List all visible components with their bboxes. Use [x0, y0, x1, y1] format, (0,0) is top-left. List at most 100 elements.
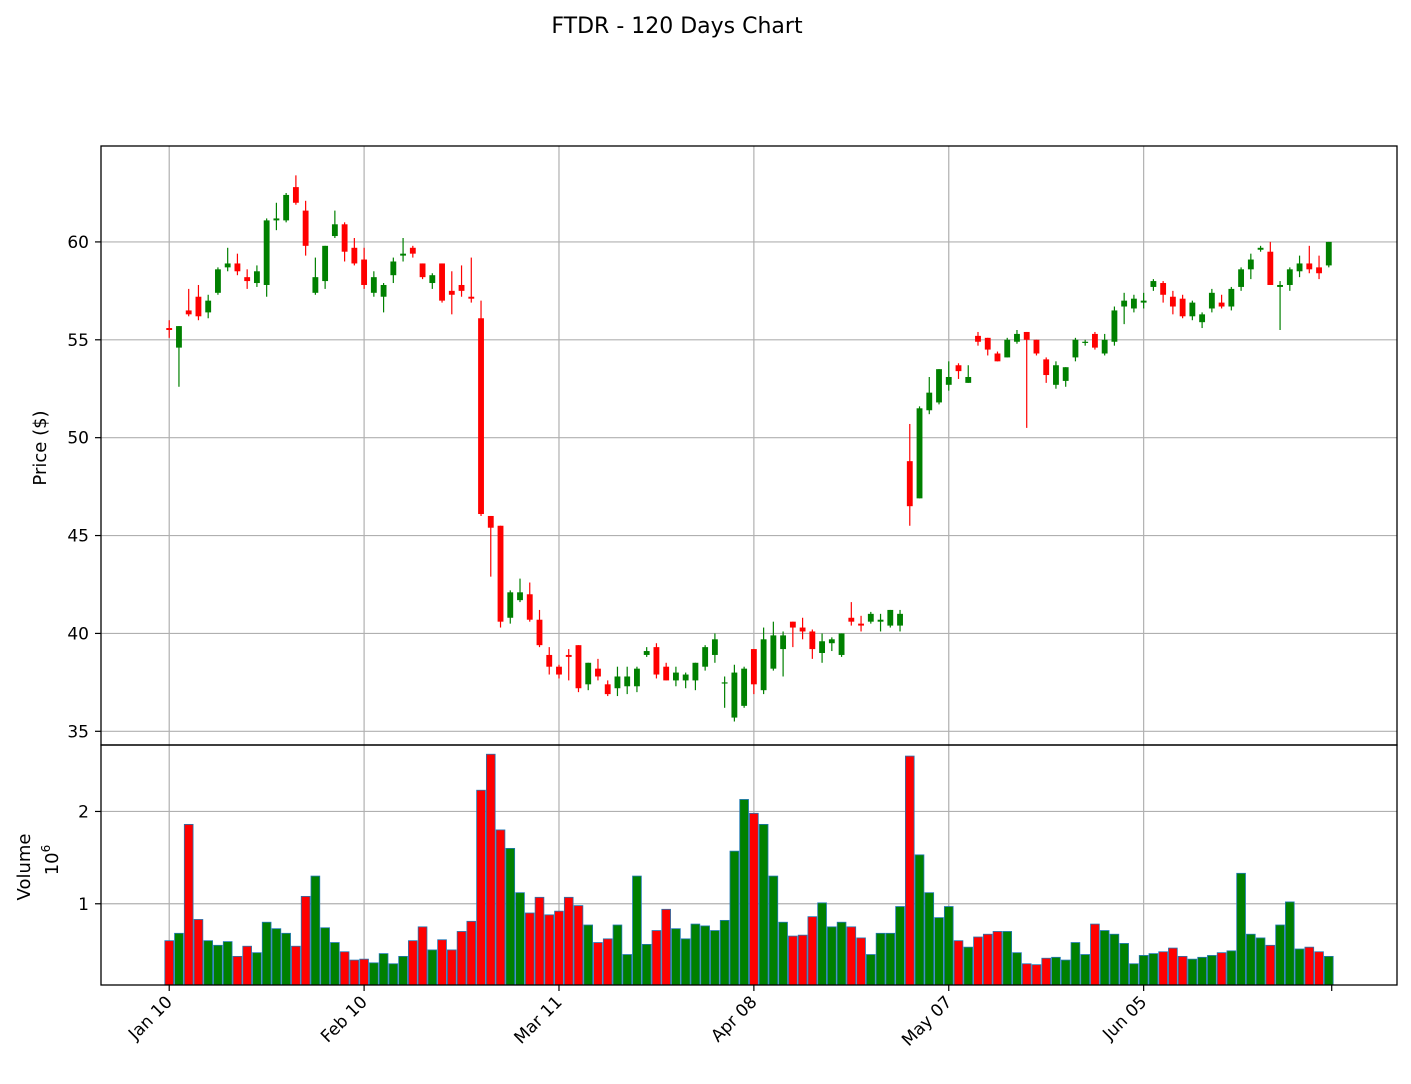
candle-body — [1208, 292, 1215, 309]
price-tick-label: 60 — [67, 233, 89, 253]
volume-tick-label: 1 — [78, 895, 89, 915]
candle-body — [1325, 241, 1332, 266]
volume-multiplier-exponent: 6 — [39, 845, 53, 853]
volume-bar — [651, 930, 662, 986]
volume-bar — [875, 932, 886, 986]
volume-bar — [885, 932, 896, 986]
candle-body — [965, 376, 972, 383]
volume-tick-label: 2 — [78, 802, 89, 822]
candle-body — [380, 284, 387, 297]
candle-body — [283, 194, 290, 221]
candle-body — [409, 247, 416, 254]
volume-bar — [895, 906, 905, 986]
volume-bar — [866, 954, 876, 986]
candle-body — [429, 275, 436, 284]
candle-body — [1267, 251, 1274, 285]
volume-bar — [291, 945, 301, 986]
candle-body — [1189, 302, 1196, 317]
candle-body — [789, 621, 796, 628]
candle-body — [390, 261, 397, 276]
candle-body — [556, 666, 562, 675]
candle-body — [916, 408, 923, 499]
volume-bar — [1275, 924, 1285, 986]
candle-body — [439, 263, 445, 301]
volume-bar — [378, 953, 389, 986]
volume-bar — [943, 906, 954, 986]
candle-body — [273, 218, 280, 221]
candle-body — [1092, 333, 1098, 348]
volume-multiplier: 106 — [39, 845, 63, 876]
x-tick-label: Feb 10 — [317, 992, 372, 1047]
volume-bar — [1119, 943, 1129, 986]
price-tick-label: 45 — [67, 527, 89, 547]
candle-body — [526, 594, 533, 620]
candle-body — [672, 672, 679, 681]
candle-body — [653, 647, 660, 675]
price-panel-frame — [100, 145, 1398, 746]
candle-body — [1130, 298, 1137, 309]
candle-body — [536, 619, 543, 646]
x-tick-label: May 07 — [898, 992, 956, 1050]
candle-body — [1316, 267, 1322, 274]
candle-body — [614, 676, 621, 689]
volume-bar — [982, 933, 993, 986]
candle-body — [994, 353, 1001, 362]
price-tick-label: 55 — [67, 331, 89, 351]
candle-body — [838, 633, 845, 655]
svg-text:106: 106 — [39, 845, 63, 876]
candle-body — [809, 631, 816, 650]
price-axis-label: Price ($) — [30, 410, 51, 485]
volume-bar — [1265, 944, 1276, 986]
candle-body — [828, 639, 835, 644]
candle-body — [585, 662, 592, 685]
volume-bar — [369, 962, 379, 986]
volume-bar — [164, 940, 174, 986]
candle-body — [1023, 331, 1030, 340]
volume-bar — [1012, 952, 1022, 986]
candle-body — [263, 220, 270, 285]
x-tick-label: Apr 08 — [707, 992, 761, 1046]
volume-bar — [1207, 955, 1217, 986]
volume-bar — [632, 875, 642, 986]
candle-body — [1296, 263, 1303, 272]
volume-bar — [593, 942, 603, 986]
candle-body — [419, 263, 426, 278]
volume-bar — [1002, 931, 1013, 986]
volume-bar — [1051, 956, 1061, 986]
volume-bar — [437, 939, 447, 986]
candle-body — [721, 682, 728, 684]
volume-bar — [758, 823, 769, 986]
volume-bar — [797, 934, 808, 986]
volume-bar — [671, 928, 681, 986]
volume-bar — [495, 829, 506, 986]
volume-bar — [700, 925, 710, 986]
candle-body — [1179, 298, 1186, 317]
volume-bar — [476, 789, 486, 986]
volume-bar — [456, 931, 467, 986]
candle-body — [1140, 300, 1147, 303]
volume-bar — [1324, 955, 1334, 986]
volume-bar — [583, 924, 594, 986]
candle-body — [341, 224, 348, 252]
candle-body — [711, 639, 718, 655]
x-tick-label: Jun 05 — [1098, 992, 1151, 1045]
volume-bars — [164, 753, 1334, 986]
volume-axis-label: Volume — [14, 834, 35, 901]
candle-body — [1062, 367, 1069, 381]
x-axis-ticks: Jan 10 Feb 10 Mar 11 Apr 08 May 07 Jun 05 — [124, 985, 1333, 1051]
candle-body — [799, 627, 806, 632]
candle-body — [926, 392, 933, 411]
volume-bar — [1168, 947, 1178, 986]
volume-bar — [213, 944, 223, 986]
volume-bar — [817, 902, 827, 986]
volume-bar — [563, 896, 574, 986]
candle-body — [312, 277, 319, 293]
candle-body — [224, 263, 231, 268]
volume-bar — [768, 875, 779, 986]
candle-body — [760, 639, 767, 691]
volume-bar — [320, 927, 330, 986]
candle-body — [1169, 296, 1176, 307]
candle-body — [634, 668, 640, 687]
candle-body — [1101, 339, 1108, 354]
